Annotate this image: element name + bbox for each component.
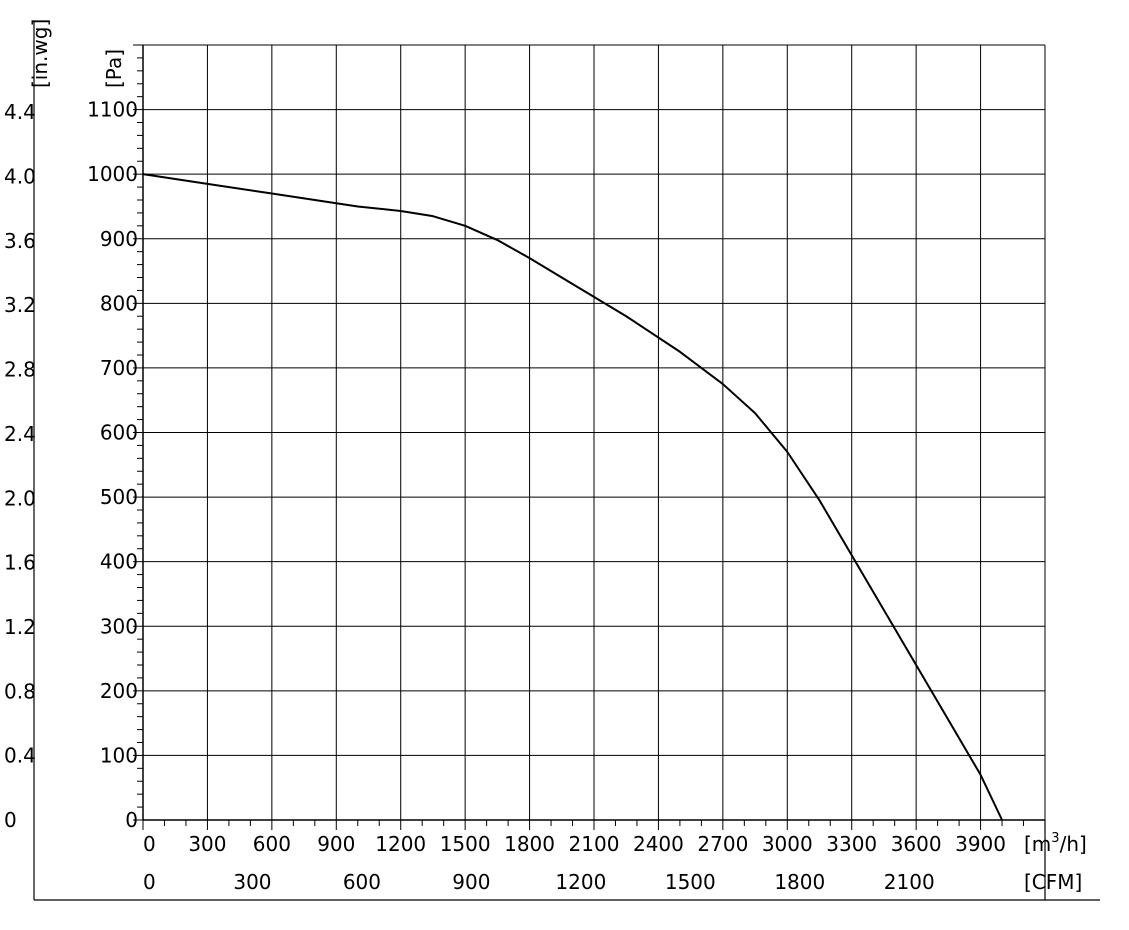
y-tick-label-secondary: 2.8 (4, 358, 36, 382)
x-tick-label-secondary: 0 (143, 870, 156, 894)
x-tick-label: 1200 (375, 832, 426, 856)
y-axis-unit-secondary: [in.wg] (28, 19, 52, 88)
x-tick-label-secondary: 2100 (884, 870, 935, 894)
x-tick-label: 0 (143, 832, 156, 856)
x-tick-label: 2700 (697, 832, 748, 856)
x-tick-label: 3900 (955, 832, 1006, 856)
x-tick-label-secondary: 1800 (774, 870, 825, 894)
x-tick-label: 600 (253, 832, 291, 856)
grid-lines (143, 44, 1046, 820)
y-tick-label: 900 (100, 227, 138, 251)
x-tick-label: 1800 (504, 832, 555, 856)
y-tick-label: 300 (100, 614, 138, 638)
y-tick-label-secondary: 3.2 (4, 293, 36, 317)
y-tick-label-secondary: 4.4 (4, 100, 36, 124)
series-group (142, 173, 1003, 821)
y-tick-label-secondary: 0.8 (4, 679, 36, 703)
y-axis-unit-primary: [Pa] (102, 49, 126, 88)
y-tick-label: 1100 (87, 98, 138, 122)
y-tick-label: 100 (100, 743, 138, 767)
y-tick-label: 1000 (87, 162, 138, 186)
y-tick-label: 600 (100, 421, 138, 445)
y-tick-label-secondary: 1.2 (4, 615, 36, 639)
y-tick-label-secondary: 1.6 (4, 551, 36, 575)
y-tick-label: 0 (125, 808, 138, 832)
x-tick-label: 300 (188, 832, 226, 856)
x-tick-label-secondary: 1500 (665, 870, 716, 894)
x-tick-label-secondary: 900 (452, 870, 490, 894)
y-tick-label: 800 (100, 291, 138, 315)
y-tick-label-secondary: 3.6 (4, 229, 36, 253)
x-tick-label: 2100 (569, 832, 620, 856)
x-tick-label-secondary: 1200 (555, 870, 606, 894)
y-tick-label-secondary: 4.0 (4, 165, 36, 189)
x-axis-unit-primary: [m3/h] (1024, 831, 1087, 856)
x-tick-label-secondary: 300 (233, 870, 271, 894)
x-tick-label: 1500 (440, 832, 491, 856)
y-tick-label-secondary: 0 (4, 808, 17, 832)
y-tick-label-secondary: 2.4 (4, 422, 36, 446)
y-axis-ticks: 0 100 200 300 400 500 600 700 800 900 1000 1100 0 0.4… (4, 44, 143, 832)
y-tick-label: 700 (100, 356, 138, 380)
x-tick-label: 2400 (633, 832, 684, 856)
y-tick-label: 400 (100, 550, 138, 574)
x-tick-label: 3300 (826, 832, 877, 856)
x-axis-ticks: 0 300 600 900 1200 1500 1800 2100 2400 2700 3000 33… (142, 820, 1046, 894)
x-tick-label: 900 (317, 832, 355, 856)
series-line (142, 173, 1003, 821)
x-tick-label: 3000 (762, 832, 813, 856)
y-tick-label-secondary: 0.4 (4, 744, 36, 768)
x-tick-label-secondary: 600 (343, 870, 381, 894)
y-tick-label: 200 (100, 679, 138, 703)
x-tick-label: 3600 (891, 832, 942, 856)
axes (33, 22, 1100, 901)
x-axis-unit-secondary: [CFM] (1024, 870, 1082, 894)
y-tick-label: 500 (100, 485, 138, 509)
y-tick-label-secondary: 2.0 (4, 486, 36, 510)
